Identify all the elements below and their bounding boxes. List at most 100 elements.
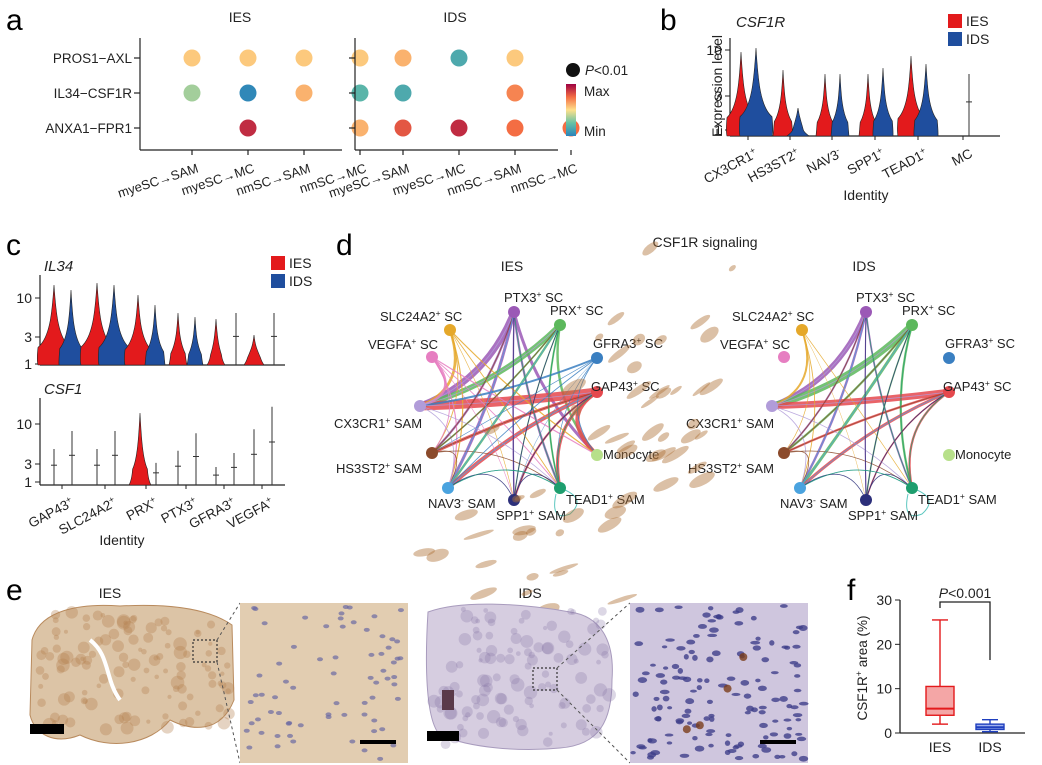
ids-inset-line: [556, 689, 631, 764]
ids-zoom-nucleus: [789, 661, 799, 665]
panel-a-dotplot: IESmyeSC→SAMmyeSC→MCnmSC→SAMnmSC→MCIDSmy…: [45, 9, 628, 201]
ies-overview-stain: [99, 634, 112, 646]
ids-zoom-nucleus: [693, 633, 700, 638]
edge-nav-prx: [447, 324, 561, 489]
ies-overview-stain: [118, 712, 130, 724]
ies-zoom-nucleus: [384, 676, 391, 681]
ids-zoom-nucleus: [755, 678, 761, 683]
ids-zoom-nucleus: [757, 743, 767, 749]
ies-zoom-nucleus: [394, 639, 401, 644]
ids-overview-stain: [565, 640, 574, 649]
ies-overview-stain: [50, 609, 61, 620]
ies-overview-stain: [170, 675, 185, 690]
ies-zoom-nucleus: [261, 621, 268, 626]
gene-label-il34: IL34: [44, 258, 73, 275]
ies-overview-stain: [178, 701, 188, 711]
ids-overview-stain: [582, 704, 592, 713]
ies-zoom-stain: [699, 378, 723, 396]
ies-inset-line: [216, 602, 241, 641]
edge-hs3-nav: [431, 450, 458, 489]
ies-zoom-nucleus: [285, 721, 292, 726]
ies-overview-stain: [56, 665, 65, 674]
ies-overview-stain: [129, 615, 137, 624]
ids-overview-stain: [484, 611, 497, 624]
ids-zoom-nucleus: [750, 640, 761, 645]
ies-zoom-nucleus: [361, 748, 368, 753]
ies-overview-stain: [35, 666, 45, 675]
ies-zoom-stain: [608, 344, 631, 363]
ids-zoom-nucleus: [752, 645, 761, 651]
ies-zoom-stain: [627, 361, 642, 374]
ies-zoom-stain: [642, 241, 659, 256]
ies-overview-stain: [42, 673, 49, 680]
ids-zoom-nucleus: [731, 692, 741, 696]
ies-zoom-nucleus: [332, 655, 339, 660]
ids-overview-stain: [455, 661, 464, 669]
gene-label: CSF1R: [736, 14, 785, 31]
ies-overview-stain: [128, 634, 139, 645]
edge-vegfa-tead: [431, 356, 561, 489]
ids-overview-stain: [601, 650, 609, 659]
edge-slc-mono: [449, 329, 598, 456]
dot-ids-r0-c1: [450, 49, 468, 67]
ids-zoom-nucleus: [746, 705, 754, 712]
ies-overview-stain: [82, 614, 91, 622]
ids-zoom-nucleus: [703, 716, 711, 721]
edge-cx3-nav: [771, 405, 807, 489]
ies-overview-stain: [141, 686, 150, 695]
category-label: PRX+: [123, 494, 160, 524]
box-iqr-0: [925, 685, 955, 716]
ids-zoom-nucleus: [696, 685, 702, 691]
panel-label-c: c: [6, 229, 21, 262]
ies-zoom-stain: [604, 432, 629, 444]
panel-label-f: f: [847, 574, 856, 607]
ids-overview-stain: [483, 608, 489, 613]
ies-overview-stain: [71, 657, 81, 668]
edge-spp-prx: [513, 324, 561, 501]
ids-overview-stain: [487, 618, 496, 627]
ids-zoom-nucleus: [677, 667, 684, 674]
ies-zoom-stain: [657, 432, 670, 442]
ies-zoom-nucleus: [337, 616, 344, 621]
ies-zoom-stain: [562, 508, 584, 523]
dot-ies-r2-c3: [351, 119, 369, 137]
y-axis-label: Expression level: [709, 35, 725, 137]
node-label-spp: SPP1+ SAM: [496, 507, 566, 523]
ids-zoom-nucleus: [686, 639, 696, 645]
ies-overview-stain: [96, 683, 102, 689]
ies-zoom-nucleus: [371, 718, 378, 723]
edge-cx3-ptx: [419, 311, 515, 407]
ies-overview-stain: [225, 688, 231, 694]
ies-overview-stain: [128, 658, 141, 671]
ies-zoom-stain: [616, 440, 636, 453]
ies-overview-stain: [65, 606, 78, 619]
ies-zoom-stain: [470, 587, 497, 600]
ids-zoom-nucleus: [794, 674, 801, 678]
histology-label-ies: IES: [99, 585, 122, 601]
ids-zoom-nucleus: [795, 718, 802, 722]
ies-zoom-nucleus: [341, 712, 348, 717]
ids-inset-box: [532, 667, 558, 691]
histology-label-ids: IDS: [518, 585, 541, 601]
ids-overview-stain: [541, 642, 554, 655]
ies-zoom-nucleus: [371, 614, 378, 619]
ids-overview-stain: [478, 658, 483, 663]
ies-zoom-stain: [689, 471, 715, 488]
node-hs3: [778, 447, 790, 459]
dot-ids-r0-c2: [506, 49, 524, 67]
edge-tead-ptx: [865, 311, 913, 489]
ids-inset-line: [556, 602, 631, 669]
ies-zoom-stain: [413, 548, 436, 557]
ids-zoom-nucleus: [666, 741, 673, 745]
edge-slc-hs3: [783, 329, 811, 454]
dot-ids-r2-c0: [394, 119, 412, 137]
ies-overview-stain: [83, 655, 93, 665]
ies-overview-stain: [221, 682, 235, 695]
ids-overview-stain: [586, 694, 596, 704]
ies-overview-crack: [88, 638, 122, 702]
node-cx3: [414, 400, 426, 412]
violin-ies-il34-gfra3: [206, 318, 226, 366]
